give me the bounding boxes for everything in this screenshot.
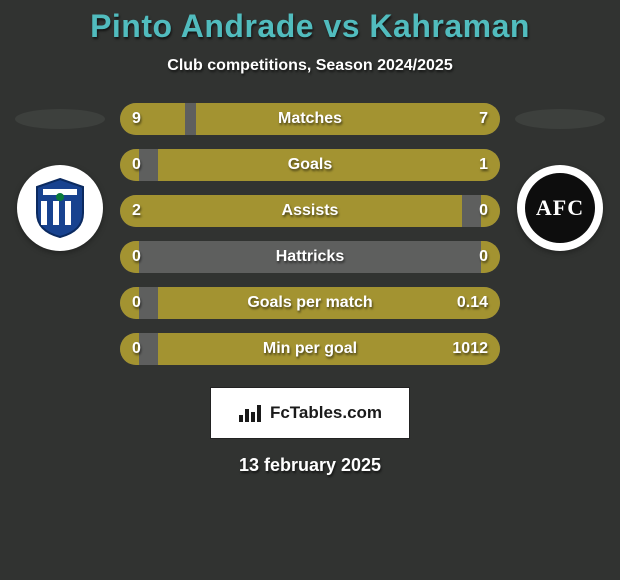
left-player-column — [10, 103, 110, 363]
player-shadow-right — [515, 109, 605, 129]
right-player-column: AFC — [510, 103, 610, 363]
porto-crest-icon — [33, 177, 87, 239]
comparison-infographic: Pinto Andrade vs Kahraman Club competiti… — [0, 0, 620, 580]
stat-bar-right — [158, 149, 500, 181]
stat-bars: Matches97 Goals01 Assists20 Hattricks00 Goal… — [120, 103, 500, 365]
page-subtitle: Club competitions, Season 2024/2025 — [0, 57, 620, 75]
infographic-date: 13 february 2025 — [0, 455, 620, 476]
stat-row: Goals01 — [120, 149, 500, 181]
stat-bar-left — [120, 333, 139, 365]
stat-bar-right — [158, 333, 500, 365]
stat-row: Goals per match00.14 — [120, 287, 500, 319]
brand-label: FcTables.com — [270, 403, 382, 423]
right-crest-letters: AFC — [536, 195, 584, 221]
stat-row: Assists20 — [120, 195, 500, 227]
player-shadow-left — [15, 109, 105, 129]
stat-bar-right — [481, 241, 500, 273]
left-club-badge — [17, 165, 103, 251]
stat-bar-right — [481, 195, 500, 227]
bar-chart-icon — [238, 403, 262, 423]
stat-bar-right — [196, 103, 500, 135]
stat-bar-left — [120, 241, 139, 273]
stat-row: Hattricks00 — [120, 241, 500, 273]
brand-box[interactable]: FcTables.com — [210, 387, 410, 439]
academico-crest-icon: AFC — [525, 173, 595, 243]
right-club-badge: AFC — [517, 165, 603, 251]
stat-row: Matches97 — [120, 103, 500, 135]
stat-bar-left — [120, 149, 139, 181]
stat-label: Hattricks — [120, 241, 500, 273]
page-title: Pinto Andrade vs Kahraman — [0, 0, 620, 45]
stat-bar-left — [120, 195, 462, 227]
stat-bar-right — [158, 287, 500, 319]
stat-bar-left — [120, 103, 185, 135]
stat-bar-left — [120, 287, 139, 319]
stat-row: Min per goal01012 — [120, 333, 500, 365]
content-region: AFC Matches97 Goals01 Assists20 Hattricks00… — [0, 103, 620, 476]
